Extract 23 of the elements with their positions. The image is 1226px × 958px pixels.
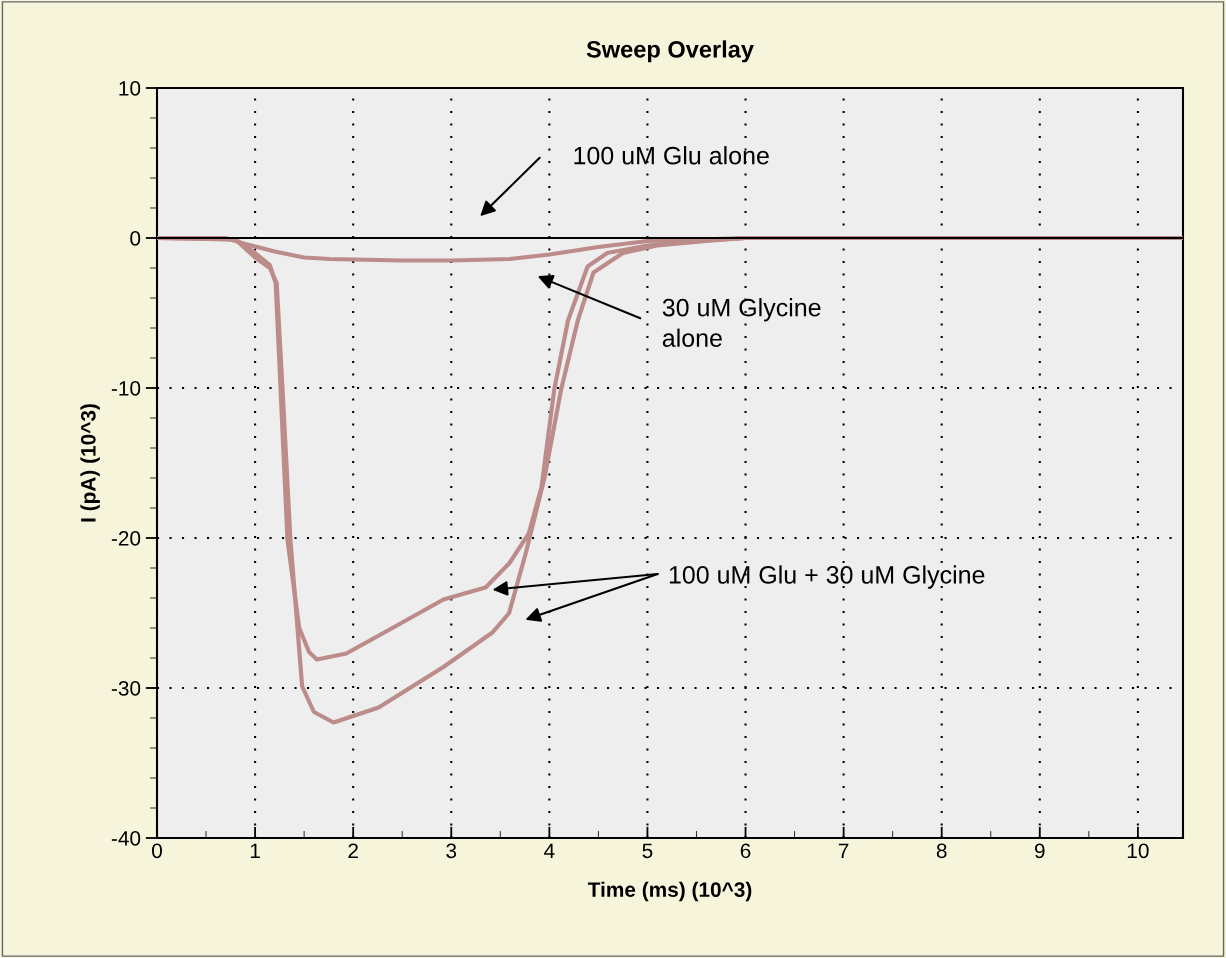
- annotation: 100 uM Glu + 30 uM Glycine: [669, 565, 985, 589]
- x-tick-label: 10: [1127, 843, 1149, 859]
- x-tick-label: 5: [642, 843, 653, 859]
- y-tick-label: -10: [111, 381, 141, 396]
- annotation: 30 uM Glycine alone: [662, 298, 821, 347]
- x-tick-label: 2: [348, 843, 358, 858]
- y-axis-title: I (pA) (10^3): [80, 404, 100, 522]
- x-tick-label: 9: [1034, 843, 1045, 859]
- x-tick-label: 4: [544, 843, 555, 858]
- y-tick-label: -20: [111, 531, 141, 546]
- y-tick-label: 10: [119, 81, 141, 96]
- x-tick-label: 7: [838, 843, 849, 858]
- y-tick-label: 0: [130, 231, 141, 246]
- annotation: 100 uM Glu alone: [574, 146, 769, 165]
- x-tick-label: 8: [936, 843, 947, 859]
- x-tick-label: 1: [250, 843, 260, 858]
- chart-title: Sweep Overlay: [586, 40, 754, 63]
- x-tick-label: 6: [740, 843, 751, 859]
- x-tick-label: 0: [152, 843, 162, 859]
- y-tick-label: -40: [111, 831, 141, 846]
- y-tick-label: -30: [111, 681, 141, 696]
- x-tick-label: 3: [446, 843, 457, 859]
- x-axis-title: Time (ms) (10^3): [587, 881, 752, 902]
